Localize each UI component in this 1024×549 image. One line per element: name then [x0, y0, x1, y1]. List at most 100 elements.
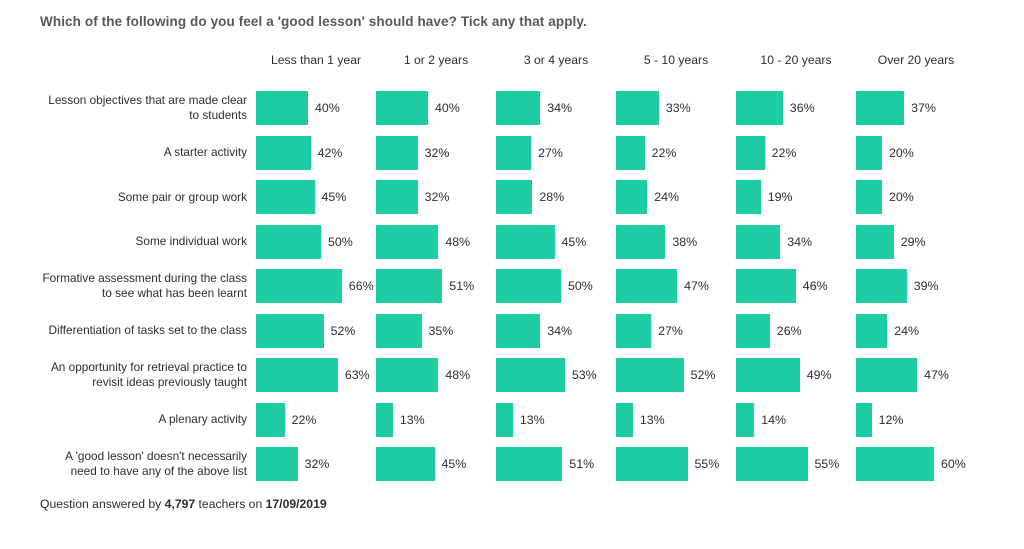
- bar-cell: 24%: [856, 309, 976, 354]
- bar-cell: 60%: [856, 442, 976, 487]
- bar-cell: 45%: [496, 220, 616, 265]
- bar-value-label: 35%: [428, 323, 454, 338]
- bar-cell: 55%: [616, 442, 736, 487]
- bar: [496, 224, 555, 259]
- survey-date: 17/09/2019: [265, 496, 327, 511]
- bar: [856, 313, 888, 348]
- row-label: Differentiation of tasks set to the clas…: [48, 323, 247, 338]
- bar-cell: 47%: [856, 353, 976, 398]
- bar-value-label: 36%: [789, 101, 815, 116]
- bar-value-label: 51%: [569, 457, 595, 472]
- row-label: Lesson objectives that are made clear to…: [48, 93, 247, 123]
- bar: [856, 447, 934, 482]
- bar-cell: 14%: [736, 398, 856, 443]
- bar: [736, 402, 755, 437]
- bar: [736, 180, 761, 215]
- chart-row: An opportunity for retrieval practice to…: [40, 353, 1024, 398]
- bar: [496, 180, 533, 215]
- bar-value-label: 13%: [639, 412, 665, 427]
- bar-value-label: 27%: [658, 323, 683, 338]
- bar-value-label: 45%: [561, 234, 587, 249]
- bar: [856, 269, 907, 304]
- bar: [616, 135, 645, 170]
- bar: [376, 269, 443, 304]
- bar: [736, 91, 783, 126]
- bar-value-label: 34%: [547, 323, 572, 338]
- column-header: 1 or 2 years: [403, 53, 469, 67]
- bar: [736, 358, 800, 393]
- bar-cell: 27%: [496, 131, 616, 176]
- bar-cell: 48%: [376, 220, 496, 265]
- bar: [256, 313, 324, 348]
- bar-value-label: 19%: [767, 190, 793, 205]
- chart-row: A plenary activity 22% 13% 13% 13% 14% 12%: [40, 398, 1024, 443]
- column-headers-row: Less than 1 year 1 or 2 years 3 or 4 years…: [40, 50, 1024, 70]
- bar-value-label: 34%: [787, 234, 812, 249]
- bar-cell: 22%: [256, 398, 376, 443]
- bar-value-label: 53%: [571, 368, 597, 383]
- bar: [856, 224, 894, 259]
- bar-cell: 34%: [736, 220, 856, 265]
- bar-value-label: 51%: [449, 279, 475, 294]
- bar-value-label: 26%: [776, 323, 802, 338]
- bar-cell: 34%: [496, 309, 616, 354]
- bar: [256, 135, 311, 170]
- bar-value-label: 22%: [651, 145, 677, 160]
- bar: [256, 402, 285, 437]
- bar-value-label: 40%: [315, 101, 340, 116]
- footer-text: Question answered by: [40, 496, 165, 511]
- bar: [736, 447, 808, 482]
- bar-value-label: 42%: [317, 145, 343, 160]
- bar-cell: 46%: [736, 264, 856, 309]
- bar-cell: 13%: [496, 398, 616, 443]
- bar-cell: 24%: [616, 175, 736, 220]
- row-label: A plenary activity: [158, 412, 247, 427]
- bar-value-label: 66%: [348, 279, 374, 294]
- bar: [256, 224, 321, 259]
- respondent-count: 4,797: [164, 496, 196, 511]
- chart-row: Some pair or group work 45% 32% 28% 24% 19% 20…: [40, 175, 1024, 220]
- bar: [856, 180, 882, 215]
- bar: [376, 358, 439, 393]
- bar-value-label: 12%: [878, 412, 904, 427]
- bar-value-label: 45%: [441, 457, 467, 472]
- bar-value-label: 38%: [672, 234, 698, 249]
- bar: [256, 447, 298, 482]
- bar: [376, 91, 428, 126]
- bar: [376, 224, 439, 259]
- bar-value-label: 46%: [802, 279, 828, 294]
- bar-cell: 40%: [256, 86, 376, 131]
- row-label: Some pair or group work: [117, 189, 247, 204]
- bar: [616, 313, 652, 348]
- bar-value-label: 33%: [665, 101, 691, 116]
- bar-cell: 20%: [856, 175, 976, 220]
- bar-value-label: 40%: [435, 101, 460, 116]
- bar-value-label: 13%: [399, 412, 425, 427]
- bar: [616, 358, 684, 393]
- bar-cell: 32%: [256, 442, 376, 487]
- column-header: Over 20 years: [877, 53, 955, 67]
- bar: [856, 135, 882, 170]
- bar: [376, 402, 393, 437]
- bar-value-label: 39%: [913, 279, 939, 294]
- bar-value-label: 22%: [291, 412, 317, 427]
- bar: [256, 91, 308, 126]
- bar-cell: 12%: [856, 398, 976, 443]
- column-header: 3 or 4 years: [523, 53, 589, 67]
- bar-cell: 32%: [376, 131, 496, 176]
- bar-cell: 45%: [376, 442, 496, 487]
- bar: [496, 135, 532, 170]
- chart-row: Formative assessment during the class to…: [40, 264, 1024, 309]
- bar-value-label: 24%: [894, 323, 919, 338]
- bar-cell: 42%: [256, 131, 376, 176]
- bar: [736, 135, 765, 170]
- bar-cell: 37%: [856, 86, 976, 131]
- bar-cell: 32%: [376, 175, 496, 220]
- bar-cell: 35%: [376, 309, 496, 354]
- bar-cell: 20%: [856, 131, 976, 176]
- bar-cell: 66%: [256, 264, 376, 309]
- bar-value-label: 22%: [771, 145, 797, 160]
- bar-cell: 40%: [376, 86, 496, 131]
- bar-value-label: 52%: [690, 368, 716, 383]
- bar: [496, 313, 541, 348]
